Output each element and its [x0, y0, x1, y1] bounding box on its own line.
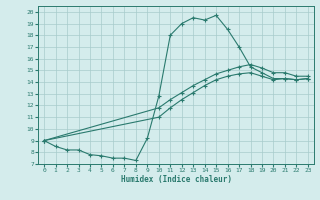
X-axis label: Humidex (Indice chaleur): Humidex (Indice chaleur) — [121, 175, 231, 184]
